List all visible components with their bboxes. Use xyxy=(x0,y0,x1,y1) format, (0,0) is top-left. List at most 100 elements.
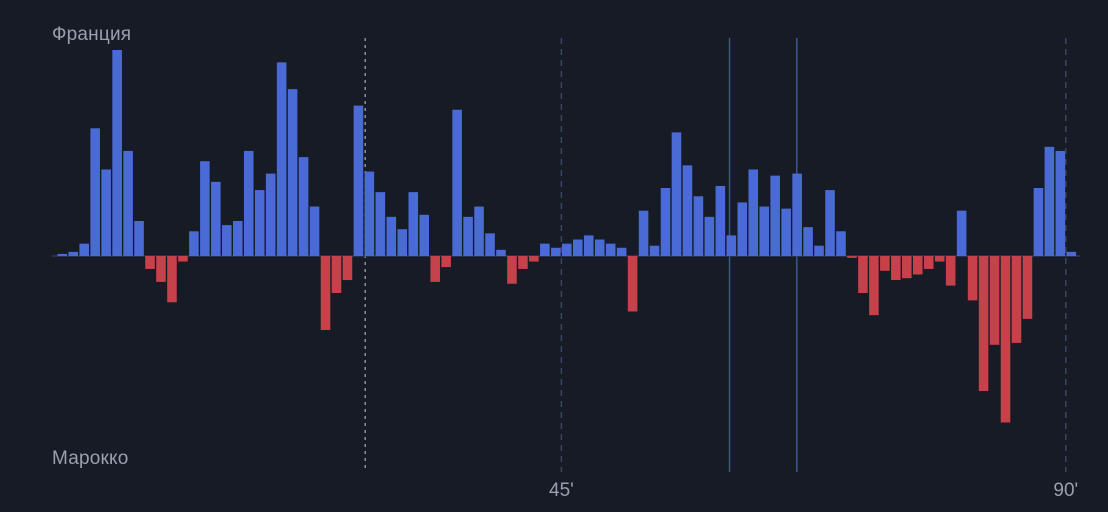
momentum-bar-82 xyxy=(945,256,956,286)
momentum-bar-87 xyxy=(1000,256,1011,423)
momentum-bar-53 xyxy=(627,256,638,312)
momentum-bar-15 xyxy=(211,181,221,256)
momentum-bar-68 xyxy=(792,173,802,256)
momentum-bar-36 xyxy=(441,256,451,268)
momentum-bar-41 xyxy=(496,249,506,256)
momentum-bar-90 xyxy=(1033,188,1044,256)
momentum-bar-43 xyxy=(518,256,528,269)
momentum-bar-40 xyxy=(485,233,495,256)
momentum-bar-28 xyxy=(353,105,364,257)
momentum-bar-21 xyxy=(276,62,287,256)
momentum-bar-67 xyxy=(781,208,791,256)
momentum-bar-10 xyxy=(156,256,166,282)
momentum-bar-65 xyxy=(759,206,770,256)
momentum-bar-77 xyxy=(891,256,901,281)
home-team-label: Франция xyxy=(52,24,132,45)
momentum-bar-25 xyxy=(320,256,331,330)
momentum-bar-61 xyxy=(715,185,726,256)
momentum-bar-32 xyxy=(397,229,408,256)
momentum-bar-54 xyxy=(638,210,649,256)
momentum-bar-55 xyxy=(649,245,660,256)
x-tick-label: 90' xyxy=(1053,480,1078,501)
momentum-bar-62 xyxy=(726,235,737,256)
momentum-bar-86 xyxy=(989,256,1000,345)
momentum-bar-11 xyxy=(167,256,177,303)
momentum-bar-1 xyxy=(57,253,68,256)
momentum-bar-51 xyxy=(605,243,616,256)
momentum-bar-27 xyxy=(342,256,353,281)
momentum-bar-88 xyxy=(1011,256,1022,343)
momentum-bar-6 xyxy=(112,50,122,256)
momentum-bar-5 xyxy=(101,169,111,256)
momentum-bar-81 xyxy=(934,256,945,262)
momentum-bar-42 xyxy=(507,256,517,284)
momentum-bar-48 xyxy=(572,239,583,256)
momentum-bar-4 xyxy=(90,128,100,256)
momentum-bar-70 xyxy=(814,245,824,256)
momentum-bar-78 xyxy=(902,256,912,279)
momentum-bar-64 xyxy=(748,169,759,256)
momentum-bar-92 xyxy=(1055,150,1066,256)
momentum-bar-66 xyxy=(770,175,780,256)
momentum-bar-13 xyxy=(189,231,199,256)
momentum-bar-3 xyxy=(79,243,90,256)
momentum-bar-37 xyxy=(452,109,462,257)
momentum-bar-2 xyxy=(68,251,79,256)
momentum-bar-75 xyxy=(869,256,879,316)
momentum-bar-69 xyxy=(803,227,813,256)
momentum-bar-72 xyxy=(836,231,846,256)
momentum-bar-31 xyxy=(386,216,397,256)
momentum-bar-29 xyxy=(364,171,375,256)
momentum-bar-76 xyxy=(880,256,890,271)
momentum-bar-46 xyxy=(551,247,561,256)
momentum-bars xyxy=(57,50,1077,423)
momentum-bar-20 xyxy=(265,173,276,256)
momentum-bar-7 xyxy=(123,150,133,256)
x-axis-ticks: 45' 90' xyxy=(549,480,1078,501)
momentum-bar-44 xyxy=(529,256,539,262)
momentum-bar-45 xyxy=(540,243,550,256)
momentum-bar-49 xyxy=(583,235,594,256)
x-tick-label: 45' xyxy=(549,480,574,501)
momentum-bar-33 xyxy=(408,192,419,256)
momentum-bar-58 xyxy=(682,165,693,256)
momentum-bar-89 xyxy=(1022,256,1033,319)
momentum-bar-93 xyxy=(1066,251,1077,256)
momentum-bar-8 xyxy=(134,220,144,256)
momentum-bar-19 xyxy=(254,190,265,256)
momentum-bar-14 xyxy=(200,161,210,256)
away-team-label: Марокко xyxy=(52,448,129,469)
momentum-bar-56 xyxy=(660,188,671,256)
momentum-bar-85 xyxy=(978,256,989,392)
momentum-bar-26 xyxy=(331,256,342,293)
momentum-bar-74 xyxy=(858,256,868,293)
momentum-bar-39 xyxy=(474,206,484,256)
momentum-bar-38 xyxy=(463,216,473,256)
momentum-bar-22 xyxy=(287,89,298,256)
momentum-bar-73 xyxy=(847,256,857,258)
momentum-bar-80 xyxy=(923,256,934,269)
momentum-bar-35 xyxy=(430,256,440,282)
momentum-bar-17 xyxy=(232,220,243,256)
momentum-bar-47 xyxy=(562,243,572,256)
momentum-bar-16 xyxy=(222,225,232,256)
momentum-bar-60 xyxy=(704,216,715,256)
momentum-bar-84 xyxy=(967,256,978,301)
momentum-bar-71 xyxy=(825,190,835,256)
momentum-bar-23 xyxy=(298,157,309,256)
momentum-bar-63 xyxy=(737,202,748,256)
momentum-bar-24 xyxy=(309,206,320,256)
momentum-bar-12 xyxy=(178,256,188,262)
momentum-bar-91 xyxy=(1044,146,1055,256)
momentum-bar-30 xyxy=(375,192,386,256)
momentum-bar-9 xyxy=(145,256,155,269)
momentum-bar-79 xyxy=(912,256,923,275)
momentum-bar-52 xyxy=(616,247,627,256)
momentum-bar-50 xyxy=(594,239,605,256)
momentum-bar-59 xyxy=(693,196,704,256)
momentum-bar-83 xyxy=(956,210,967,256)
momentum-bar-18 xyxy=(243,150,254,256)
momentum-bar-57 xyxy=(671,132,682,256)
